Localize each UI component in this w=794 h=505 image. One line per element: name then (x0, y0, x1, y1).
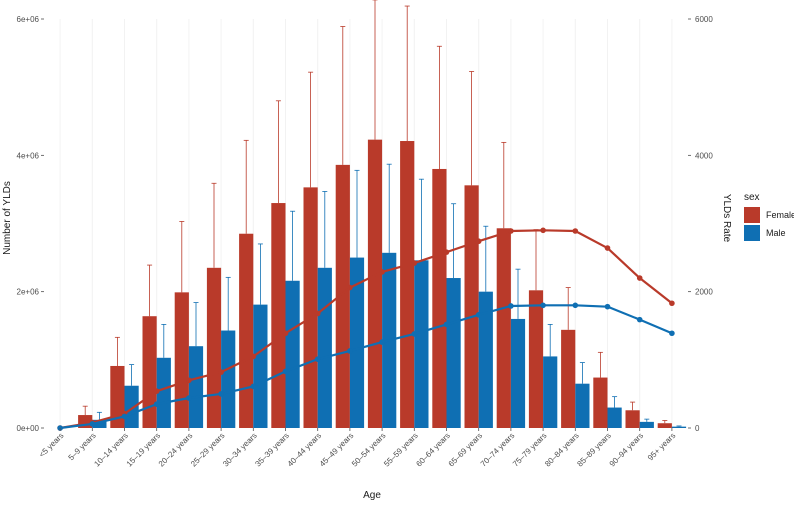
bar-female (142, 316, 157, 428)
legend-label-male: Male (766, 228, 786, 238)
rate-point-male (314, 356, 321, 362)
rate-point-male (636, 316, 643, 323)
rate-point-female (636, 275, 643, 281)
y2-tick-label: 4000 (695, 151, 713, 160)
rate-point-male (475, 312, 482, 318)
rate-line-female (59, 229, 673, 430)
y-axis-title: Number of YLDs (2, 181, 13, 255)
rate-point-male (443, 321, 450, 328)
rate-point-male (218, 391, 224, 397)
rate-point-female (379, 269, 385, 275)
rate-point-female (508, 228, 514, 234)
rate-point-male (572, 302, 579, 309)
bar-female (174, 292, 189, 428)
rate-point-female (186, 377, 192, 384)
rate-point-female (314, 310, 321, 317)
bar-female (303, 187, 318, 428)
rate-point-female (572, 228, 579, 234)
bar-male (478, 291, 493, 428)
bar-female (528, 290, 544, 428)
y-tick-label: 6e+06 (17, 15, 40, 24)
bar-female (239, 233, 254, 428)
bar-female (367, 139, 383, 428)
rate-point-male (121, 413, 128, 420)
bar-male (124, 385, 139, 428)
rate-point-female (347, 284, 353, 291)
bar-male (285, 280, 300, 428)
bar-female (561, 329, 576, 428)
bar-male (575, 383, 590, 428)
bar-female (432, 168, 447, 428)
error-bars (82, 0, 682, 427)
y-axis-right: 0 2000 4000 6000 (688, 15, 713, 433)
bar-female (271, 203, 286, 428)
y-tick-label: 0e+00 (17, 424, 40, 433)
rate-point-female (669, 300, 675, 307)
bar-female (657, 423, 672, 428)
bar-female (496, 228, 511, 428)
bar-female (335, 164, 350, 429)
rate-point-male (250, 383, 257, 390)
bar-male (188, 346, 204, 428)
rate-lines (57, 227, 675, 431)
rate-point-female (443, 249, 450, 255)
bar-male (639, 421, 654, 428)
x-axis-title: Age (363, 490, 381, 501)
legend-label-female: Female (766, 210, 794, 220)
rate-point-male (669, 330, 675, 337)
bar-female (625, 410, 640, 428)
y2-tick-label: 2000 (695, 288, 713, 297)
bar-male (510, 318, 526, 428)
rate-point-male (540, 302, 546, 309)
bar-female (110, 365, 125, 428)
rate-point-female (250, 353, 257, 360)
bar-female (593, 377, 608, 428)
legend: sex Female Male (744, 192, 794, 241)
rate-point-male (379, 339, 385, 345)
rate-point-female (153, 388, 160, 394)
rate-point-male (347, 348, 353, 354)
rate-point-male (89, 421, 96, 427)
bar-male (92, 419, 107, 428)
rate-point-female (604, 245, 611, 251)
bar-male (349, 257, 365, 428)
y-tick-label: 4e+06 (17, 151, 40, 160)
bar-male (671, 426, 687, 428)
rate-point-male (508, 303, 514, 309)
y2-tick-label: 6000 (695, 15, 713, 24)
y-tick-label: 2e+06 (17, 288, 40, 297)
bar-male (253, 304, 268, 428)
rate-point-male (186, 395, 192, 401)
rate-point-female (540, 227, 546, 234)
legend-title: sex (744, 192, 760, 203)
rate-point-male (282, 368, 289, 375)
bar-female (206, 267, 222, 428)
bar-male (156, 357, 171, 428)
bar-male (607, 407, 622, 428)
rate-point-male (604, 303, 611, 310)
rate-point-male (411, 331, 418, 337)
bar-male (221, 330, 236, 428)
rate-line-male (59, 304, 673, 430)
bar-male (543, 356, 558, 428)
rate-point-male (153, 401, 160, 407)
rate-point-female (218, 369, 224, 375)
legend-swatch-male (744, 225, 760, 241)
bar-female (400, 141, 415, 429)
rate-point-female (411, 260, 418, 266)
rate-point-female (475, 238, 482, 245)
y2-axis-title: YLDs Rate (721, 194, 732, 243)
bars (78, 139, 687, 429)
bar-male (446, 278, 461, 428)
y2-tick-label: 0 (695, 424, 700, 433)
rate-point-female (282, 330, 289, 337)
y-axis-left: 0e+00 2e+06 4e+06 6e+06 (17, 15, 44, 433)
legend-swatch-female (744, 207, 760, 223)
bar-female (464, 185, 479, 428)
bar-male (414, 260, 429, 428)
bar-male (317, 267, 332, 428)
